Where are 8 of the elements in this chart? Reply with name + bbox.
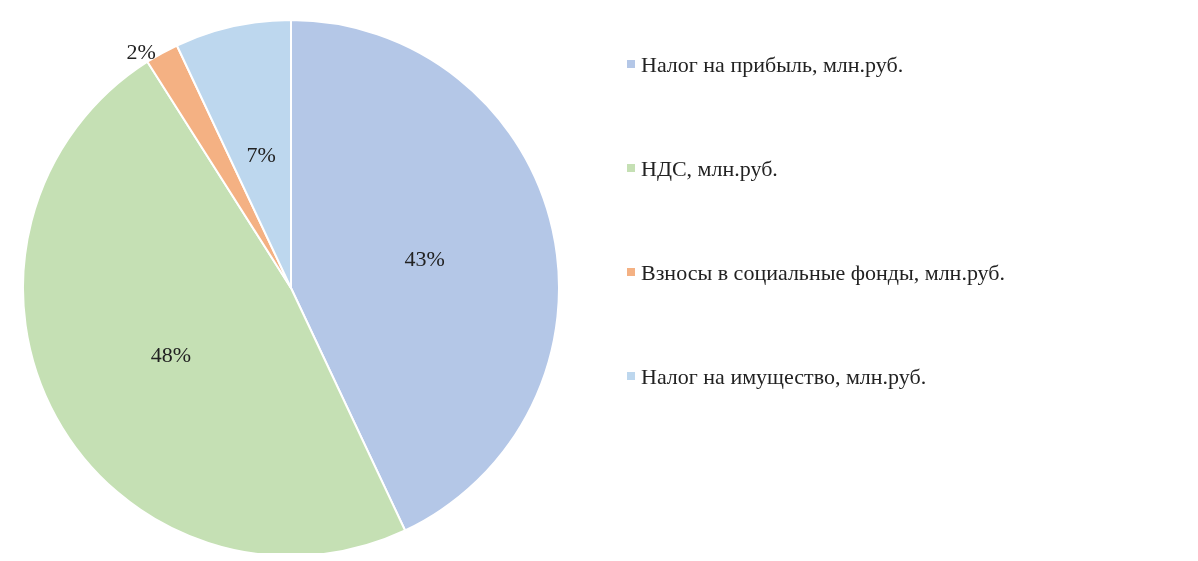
legend-label: НДС, млн.руб. <box>641 155 778 181</box>
data-label: 7% <box>246 141 276 167</box>
legend-label: Налог на имущество, млн.руб. <box>641 363 927 389</box>
data-label: 2% <box>126 38 156 64</box>
data-label: 43% <box>404 245 445 271</box>
legend-label: Налог на прибыль, млн.руб. <box>641 51 904 77</box>
data-label: 48% <box>150 341 192 367</box>
legend-label: Взносы в социальные фонды, млн.руб. <box>641 259 1006 285</box>
